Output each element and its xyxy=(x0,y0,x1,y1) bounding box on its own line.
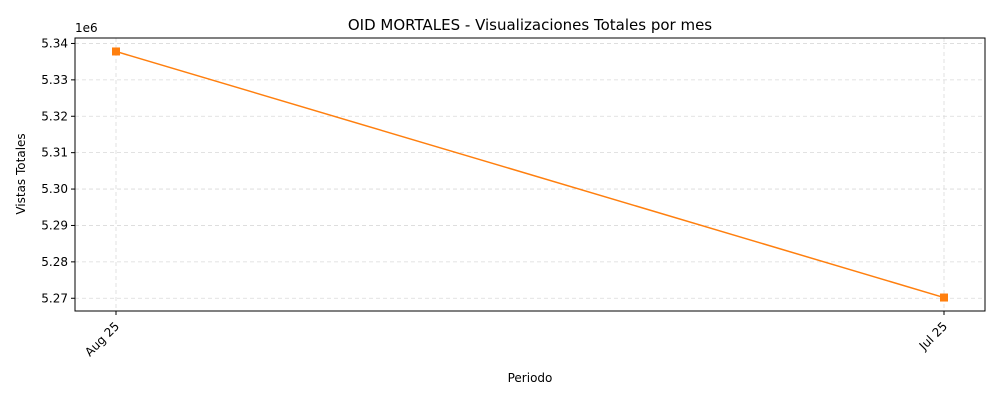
x-tick-label: Aug 25 xyxy=(82,319,122,359)
series-layer xyxy=(112,47,948,302)
y-tick-label: 5.30 xyxy=(41,182,68,196)
y-tick-label: 5.31 xyxy=(41,146,68,160)
plot-area-frame xyxy=(74,37,986,312)
data-point-aug-25 xyxy=(112,47,120,56)
x-tick-label: Jul 25 xyxy=(916,319,950,353)
data-point-jul-25 xyxy=(940,293,948,302)
series-line xyxy=(115,50,945,299)
y-tick-label: 5.27 xyxy=(41,291,68,305)
x-axis: Aug 25 Jul 25 xyxy=(82,311,950,359)
y-tick-label: 5.32 xyxy=(41,109,68,123)
x-axis-label: Periodo xyxy=(508,371,553,385)
y-offset-label: 1e6 xyxy=(75,21,98,35)
y-tick-label: 5.28 xyxy=(41,255,68,269)
y-tick-label: 5.34 xyxy=(41,36,68,50)
y-axis: 5.27 5.28 5.29 5.30 5.31 5.32 5.33 5.34 xyxy=(41,36,75,305)
y-tick-label: 5.29 xyxy=(41,218,68,232)
y-axis-label: Vistas Totales xyxy=(14,133,28,214)
y-tick-label: 5.33 xyxy=(41,73,68,87)
chart-title: OID MORTALES - Visualizaciones Totales p… xyxy=(348,16,712,34)
grid-lines xyxy=(75,38,985,311)
